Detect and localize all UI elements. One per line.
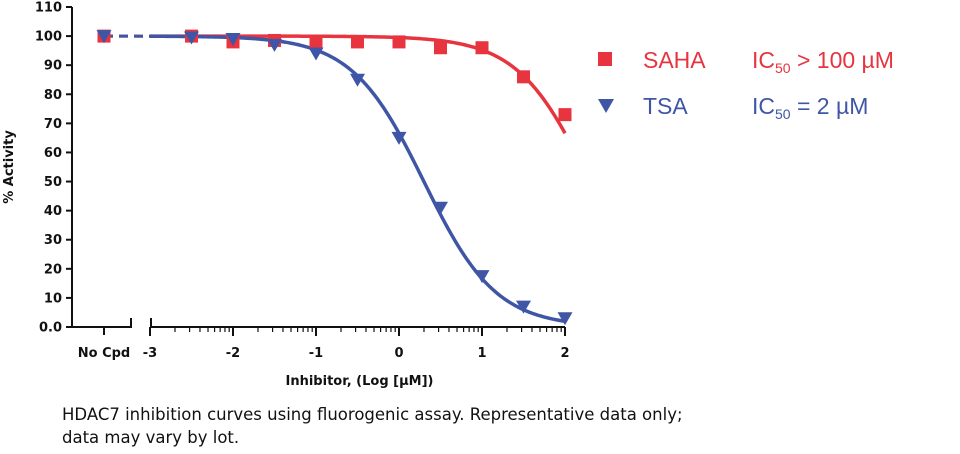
data-point-tsa [225, 33, 241, 46]
ic50-label-saha: IC50 > 100 µM [752, 47, 894, 76]
y-tick-label: 110 [35, 1, 62, 16]
data-point-saha [392, 35, 406, 49]
y-tick-label: 80 [44, 88, 62, 103]
data-point-tsa [557, 312, 573, 326]
y-tick-label: 50 [44, 175, 62, 190]
x-tick-label: -2 [226, 346, 240, 361]
data-point-tsa [350, 73, 365, 87]
y-tick-label: 90 [44, 59, 62, 74]
legend-label-saha: SAHA [643, 47, 706, 73]
data-point-tsa-nocpd [96, 30, 112, 44]
x-axis-title: Inhibitor, (Log [µM]) [286, 374, 434, 389]
data-point-saha [309, 35, 323, 49]
y-tick-label: 40 [44, 204, 62, 219]
figure-caption: HDAC7 inhibition curves using fluorogeni… [62, 405, 683, 447]
data-point-tsa [308, 47, 324, 61]
y-tick-label: 0.0 [39, 321, 62, 336]
data-point-saha [517, 70, 530, 84]
ic50-label-tsa: IC50 = 2 µM [752, 93, 868, 122]
legend-label-tsa: TSA [643, 93, 688, 119]
data-point-tsa [267, 38, 282, 52]
y-tick-label: 20 [44, 262, 62, 277]
data-point-tsa [391, 131, 407, 145]
data-point-saha [351, 35, 364, 49]
fit-curves [103, 34, 567, 324]
y-tick-label: 100 [35, 30, 62, 45]
x-tick-label: -1 [309, 346, 323, 361]
data-point-tsa [474, 270, 490, 284]
y-tick-label: 30 [44, 233, 62, 248]
data-point-saha [475, 41, 489, 55]
data-point-tsa [516, 300, 531, 314]
data-point-tsa [184, 31, 199, 45]
y-tick-label: 60 [44, 146, 62, 161]
y-tick-label: 70 [44, 117, 62, 132]
y-tick-label: 10 [44, 291, 62, 306]
legend-marker-saha [598, 52, 612, 66]
data-point-tsa [433, 201, 448, 215]
legend-marker-tsa [598, 99, 614, 113]
legend: SAHA IC50 > 100 µM TSA IC50 = 2 µM [598, 47, 894, 122]
data-point-saha [558, 108, 572, 122]
y-axis-title: % Activity [2, 130, 17, 204]
x-tick-label: 1 [477, 346, 486, 361]
x-tick-label: 0 [394, 346, 403, 361]
data-points [96, 29, 573, 326]
x-tick-label-nocpd: No Cpd [78, 346, 131, 361]
data-point-saha [434, 41, 447, 55]
x-tick-label: -3 [143, 346, 157, 361]
x-tick-label: 2 [560, 346, 569, 361]
